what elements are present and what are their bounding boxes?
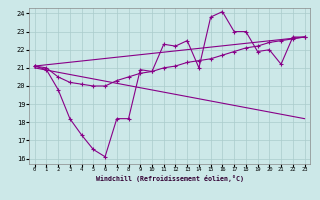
X-axis label: Windchill (Refroidissement éolien,°C): Windchill (Refroidissement éolien,°C) <box>96 175 244 182</box>
